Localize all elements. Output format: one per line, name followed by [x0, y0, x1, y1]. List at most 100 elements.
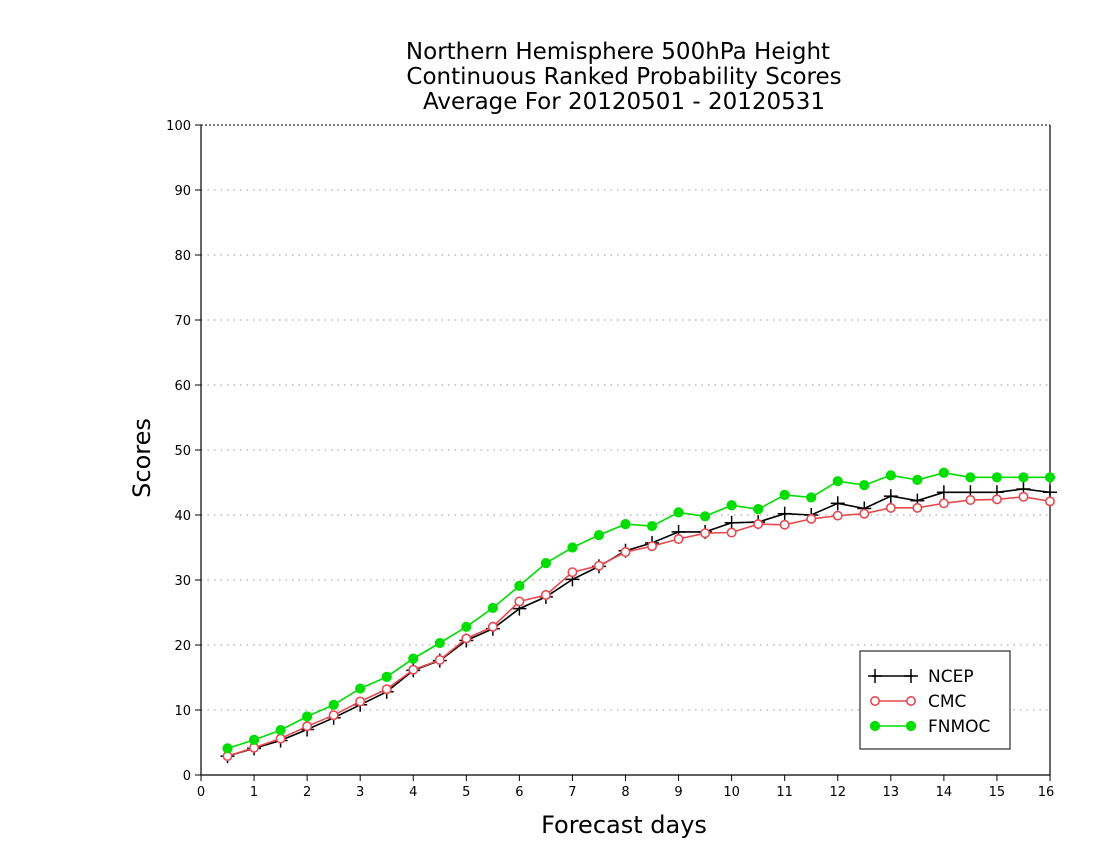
chart-title-line-1: Northern Hemisphere 500hPa Height: [406, 39, 830, 65]
y-tick-label-40: 40: [174, 509, 191, 524]
legend-marker-left-cmc: [869, 695, 880, 706]
y-tick-label-50: 50: [174, 444, 191, 459]
x-tick-label-2: 2: [303, 785, 311, 800]
y-axis-title: Scores: [128, 418, 156, 498]
data-point-cmc-14: [593, 560, 604, 571]
data-point-fnmoc-16: [646, 520, 658, 532]
data-point-fnmoc-1: [248, 734, 260, 746]
legend-label-ncep: NCEP: [928, 667, 974, 687]
x-tick-label-10: 10: [723, 785, 740, 800]
data-point-cmc-25: [885, 502, 896, 513]
x-tick-label-7: 7: [568, 785, 576, 800]
data-point-fnmoc-0: [222, 743, 233, 754]
data-point-cmc-26: [912, 502, 923, 513]
series-fnmoc: [222, 467, 1056, 754]
data-point-fnmoc-30: [1018, 472, 1029, 483]
grid-lines: [201, 189, 1050, 711]
data-point-cmc-18: [700, 528, 711, 539]
data-point-cmc-27: [938, 498, 949, 509]
x-tick-label-15: 15: [989, 785, 1006, 800]
chart-title-line-2: Continuous Ranked Probability Scores: [406, 64, 841, 90]
data-point-fnmoc-21: [779, 489, 790, 500]
data-point-cmc-15: [620, 547, 631, 558]
x-tick-label-12: 12: [829, 785, 846, 800]
data-point-fnmoc-7: [408, 653, 419, 664]
x-tick-label-11: 11: [776, 785, 793, 800]
data-point-fnmoc-15: [620, 519, 631, 530]
y-tick-label-70: 70: [174, 314, 191, 329]
data-point-cmc-10: [487, 621, 498, 632]
data-point-cmc-21: [779, 519, 790, 530]
legend-marker-right-ncep: [904, 669, 918, 683]
data-point-cmc-13: [567, 567, 578, 578]
x-tick-label-16: 16: [1038, 785, 1055, 800]
data-point-cmc-9: [461, 633, 472, 644]
data-point-cmc-5: [355, 696, 366, 707]
data-point-fnmoc-2: [275, 725, 286, 736]
data-point-cmc-24: [859, 508, 870, 519]
legend-item-ncep: NCEP: [868, 667, 974, 687]
data-point-cmc-6: [381, 684, 392, 695]
data-point-fnmoc-10: [487, 602, 498, 614]
data-point-fnmoc-17: [673, 507, 684, 518]
legend-marker-left-ncep: [868, 669, 882, 683]
legend-label-cmc: CMC: [928, 692, 966, 712]
x-axis-title: Forecast days: [541, 811, 707, 839]
data-point-fnmoc-27: [938, 467, 949, 478]
x-tick-label-0: 0: [197, 785, 205, 800]
data-point-cmc-12: [540, 589, 551, 600]
data-point-fnmoc-26: [912, 474, 923, 485]
data-point-cmc-20: [753, 519, 764, 530]
data-point-fnmoc-25: [885, 470, 896, 481]
x-tick-label-14: 14: [936, 785, 953, 800]
data-point-fnmoc-12: [540, 558, 552, 569]
data-point-fnmoc-31: [1044, 472, 1056, 483]
data-point-cmc-8: [434, 654, 445, 665]
data-point-cmc-28: [965, 495, 976, 506]
data-point-fnmoc-8: [434, 637, 445, 649]
legend-box: [859, 650, 1011, 750]
y-tick-label-80: 80: [174, 249, 191, 264]
data-point-fnmoc-22: [806, 492, 817, 503]
data-point-cmc-16: [647, 541, 658, 552]
data-point-ncep-23: [830, 496, 845, 511]
chart-title-line-3: Average For 20120501 - 20120531: [423, 89, 825, 115]
data-point-cmc-22: [806, 513, 817, 524]
legend-marker-right-fnmoc: [905, 720, 917, 732]
x-tick-label-13: 13: [883, 785, 900, 800]
data-point-cmc-17: [673, 534, 684, 545]
data-point-fnmoc-18: [699, 511, 711, 522]
data-point-ncep-21: [777, 506, 792, 521]
y-tick-label-20: 20: [174, 639, 191, 654]
data-point-ncep-27: [936, 485, 951, 500]
chart-title: Northern Hemisphere 500hPa Height Contin…: [406, 39, 842, 115]
data-point-cmc-23: [832, 510, 843, 521]
legend-label-fnmoc: FNMOC: [928, 717, 990, 737]
series-cmc: [222, 491, 1056, 762]
data-point-cmc-7: [408, 664, 419, 675]
data-point-cmc-19: [726, 527, 737, 538]
data-point-fnmoc-28: [965, 472, 976, 483]
legend-item-fnmoc: FNMOC: [869, 717, 990, 737]
y-tick-label-10: 10: [174, 704, 191, 719]
y-tick-label-100: 100: [166, 119, 191, 134]
data-point-fnmoc-20: [753, 504, 764, 515]
data-point-ncep-19: [724, 515, 739, 530]
series-lines: [220, 467, 1057, 764]
y-tick-label-30: 30: [174, 574, 191, 589]
data-point-cmc-4: [328, 710, 339, 721]
data-point-fnmoc-14: [593, 530, 605, 541]
data-point-fnmoc-29: [991, 472, 1003, 483]
x-tick-label-1: 1: [250, 785, 258, 800]
data-point-cmc-11: [514, 596, 525, 607]
y-tick-label-90: 90: [174, 184, 191, 199]
legend-marker-right-cmc: [905, 695, 916, 706]
data-point-fnmoc-3: [302, 711, 313, 722]
x-tick-label-9: 9: [674, 785, 682, 800]
y-tick-label-60: 60: [174, 379, 191, 394]
data-point-cmc-2: [275, 733, 286, 744]
data-point-fnmoc-19: [726, 500, 737, 511]
data-point-fnmoc-9: [461, 621, 472, 632]
